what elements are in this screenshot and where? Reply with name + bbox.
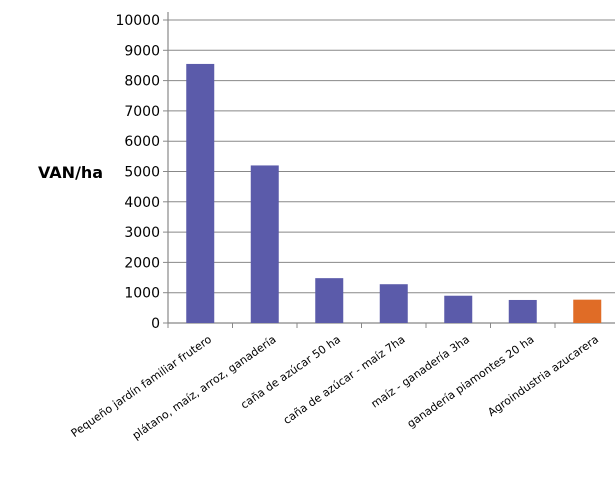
bar — [315, 278, 344, 323]
axes — [163, 12, 615, 328]
y-tick-label: 7000 — [124, 104, 160, 120]
y-tick-label: 5000 — [124, 165, 160, 181]
y-tick-labels: 0 1000 2000 3000 4000 5000 6000 7000 8000 9000 100… — [115, 13, 160, 332]
y-tick-label: 3000 — [124, 225, 160, 241]
x-tick-label: caña de azúcar - maíz 7ha — [281, 333, 408, 427]
y-tick-label: 9000 — [124, 43, 160, 59]
grid-lines — [168, 19, 615, 294]
y-tick-label: 8000 — [124, 74, 160, 90]
bar — [508, 299, 537, 323]
y-tick-label: 1000 — [124, 286, 160, 302]
y-axis-label: VAN/ha — [38, 163, 103, 182]
y-tick-label: 6000 — [124, 134, 160, 150]
bars — [186, 63, 602, 324]
x-tick-label: ganadería piamontes 20 ha — [405, 333, 537, 431]
x-tick-labels: Pequeño jardín familiar fruteroplátano, … — [69, 333, 601, 443]
y-tick-label: 0 — [151, 316, 160, 332]
bar — [186, 63, 215, 324]
bar — [250, 165, 279, 323]
y-tick-label: 10000 — [115, 13, 160, 29]
y-tick-label: 2000 — [124, 255, 160, 271]
bar — [444, 295, 473, 323]
bar — [379, 284, 408, 323]
y-tick-label: 4000 — [124, 195, 160, 211]
x-tick-label: Agroindustria azucarera — [485, 333, 601, 419]
bar — [573, 299, 602, 323]
